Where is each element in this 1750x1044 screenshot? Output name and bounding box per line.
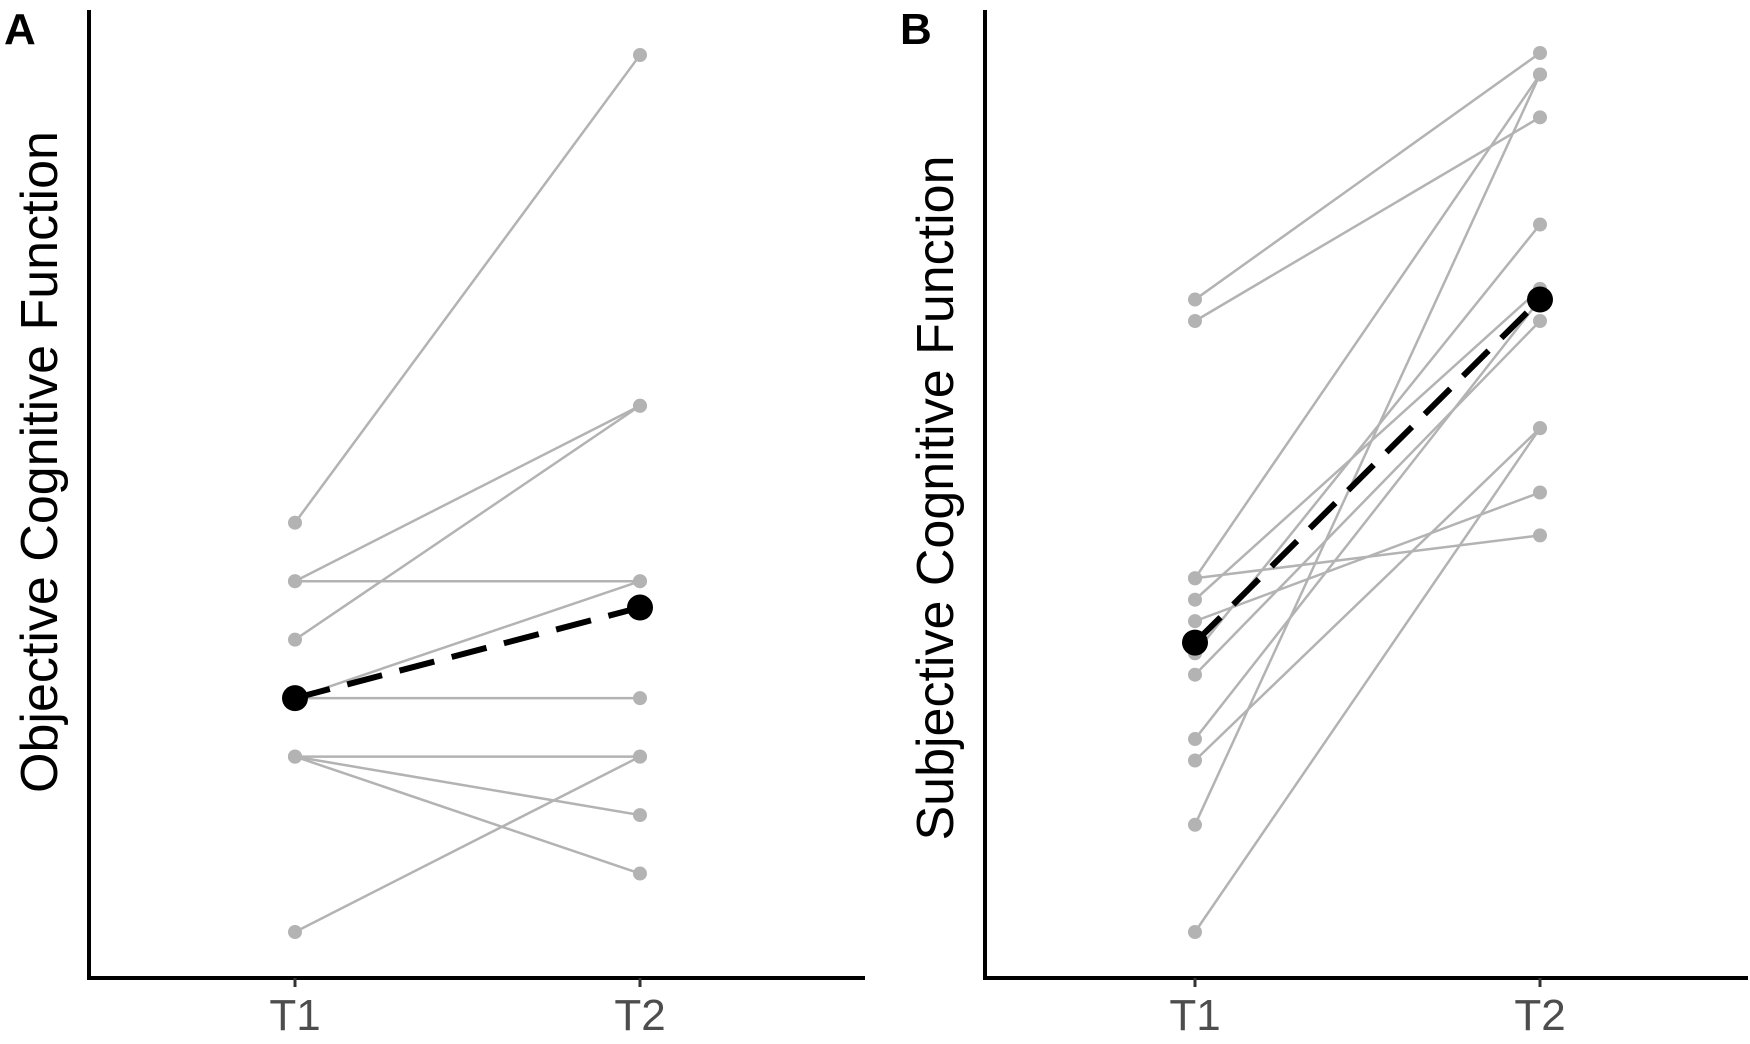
panel-b-individual-point	[1188, 753, 1202, 768]
panel-b-individual-point	[1533, 313, 1547, 328]
panel-a-letter: A	[4, 5, 36, 54]
panel-b-individual-point	[1188, 292, 1202, 307]
panel-a-individual-line	[294, 755, 641, 875]
panel-a-individual-point	[288, 925, 302, 939]
panel-a-mean-point	[282, 685, 308, 712]
panel-b-plot-area	[1182, 46, 1553, 939]
panel-a-mean-point	[627, 594, 653, 621]
panel-a-mean-line	[294, 604, 641, 702]
panel-b-mean-line	[1192, 297, 1543, 645]
panel-b-y-axis-label: Subjective Cognitive Function	[907, 155, 965, 840]
panel-a-individual-point	[633, 574, 647, 589]
panel-b-individual-point	[1188, 732, 1202, 747]
panel-a-individual-line	[294, 580, 641, 700]
panel-b-individual-point	[1533, 217, 1547, 232]
panel-b-individual-point	[1533, 46, 1547, 60]
panel-a-individual-point	[288, 515, 302, 530]
panel-a-individual-point	[633, 808, 647, 823]
panel-a-plot-area	[282, 48, 653, 939]
panel-b-individual-line	[1194, 287, 1541, 601]
panel-a-individual-line	[294, 755, 641, 934]
panel-b-individual-line	[1194, 298, 1541, 740]
panel-b-individual-line	[1194, 320, 1541, 676]
panel-a-individual-line	[294, 755, 641, 817]
panel-b-x-tick-label-t1: T1	[1169, 991, 1220, 1040]
panel-b-individual-line	[1193, 73, 1542, 579]
panel-b-individual-point	[1533, 67, 1547, 82]
panel-b-individual-point	[1188, 817, 1202, 832]
panel-a-individual-point	[633, 749, 647, 764]
panel-b-individual-point	[1188, 667, 1202, 682]
panel-a-individual-point	[288, 574, 302, 589]
panel-a-y-axis-label: Objective Cognitive Function	[11, 131, 69, 793]
panel-a-individual-line	[293, 54, 642, 524]
panel-b-mean-point	[1527, 286, 1553, 313]
panel-b-individual-point	[1533, 110, 1547, 125]
panel-b-individual-line	[1193, 73, 1542, 826]
panel-b-individual-point	[1188, 925, 1202, 939]
panel-b: B Subjective Cognitive Function T1 T2	[900, 5, 1748, 1040]
panel-b-individual-point	[1188, 592, 1202, 607]
panel-a-individual-point	[288, 632, 302, 647]
panel-a-individual-point	[288, 749, 302, 764]
panel-a-individual-line	[294, 404, 641, 583]
panel-b-individual-line	[1194, 116, 1541, 323]
panel-a-x-tick-label-t2: T2	[614, 991, 665, 1040]
panel-b-individual-point	[1533, 528, 1547, 543]
panel-a-x-tick-label-t1: T1	[269, 991, 320, 1040]
panel-a-individual-point	[633, 398, 647, 413]
panel-a-individual-point	[633, 691, 647, 706]
panel-b-individual-line	[1193, 427, 1542, 933]
panel-b-individual-line	[1194, 51, 1541, 301]
panel-b-individual-point	[1188, 571, 1202, 586]
panel-b-individual-point	[1188, 614, 1202, 629]
panel-b-x-tick-label-t2: T2	[1514, 991, 1565, 1040]
panel-b-individual-point	[1533, 485, 1547, 500]
panel-a-individual-point	[633, 866, 647, 881]
panel-b-mean-point	[1182, 629, 1208, 656]
panel-b-individual-point	[1533, 421, 1547, 436]
panel-a-individual-line	[294, 404, 641, 641]
panel-a-individual-point	[633, 48, 647, 62]
panel-b-letter: B	[900, 5, 932, 54]
panel-b-individual-line	[1194, 427, 1541, 762]
panel-b-individual-line	[1194, 491, 1541, 623]
panel-b-individual-point	[1188, 313, 1202, 328]
panel-a: A Objective Cognitive Function T1 T2	[4, 5, 865, 1040]
